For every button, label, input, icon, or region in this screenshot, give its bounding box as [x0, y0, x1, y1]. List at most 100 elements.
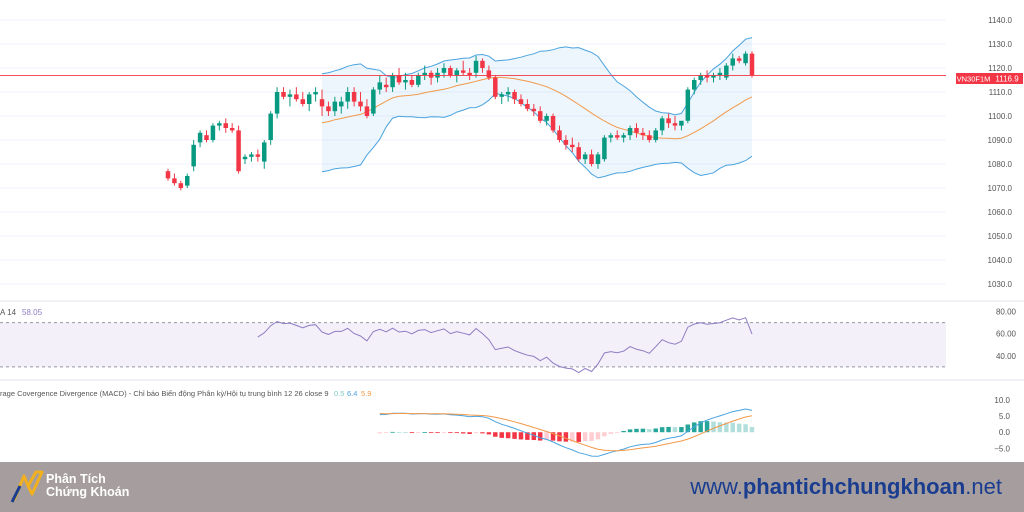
macd-bar — [512, 432, 517, 439]
candle-body — [743, 53, 748, 64]
macd-bar — [428, 432, 434, 434]
macd-bar — [518, 432, 524, 440]
candle-body — [294, 94, 299, 100]
candle-body — [422, 72, 427, 76]
candle-body — [749, 53, 755, 76]
candle-body — [191, 144, 196, 167]
candle-body — [454, 70, 460, 76]
macd-bar — [640, 428, 646, 433]
website-suffix: .net — [965, 474, 1002, 499]
candle-body — [223, 123, 229, 128]
macd-bar — [480, 432, 485, 434]
rsi-value: 58.05 — [22, 308, 43, 317]
candles — [165, 51, 755, 191]
macd-bar — [614, 432, 620, 434]
candle-body — [287, 94, 293, 97]
macd-bar — [717, 422, 723, 433]
macd-value-3: 5.9 — [361, 389, 371, 398]
macd-bar — [531, 432, 537, 441]
price-tick-label: 1120.0 — [988, 64, 1012, 73]
candle-body — [242, 156, 248, 160]
macd-bar — [441, 432, 447, 434]
price-tick-label: 1110.0 — [989, 88, 1013, 97]
rsi-tick-label: 40.00 — [996, 352, 1017, 361]
candle-body — [640, 132, 646, 136]
website-link[interactable]: www.phantichchungkhoan.net — [690, 474, 1002, 500]
macd-tick-label: −5.0 — [994, 444, 1010, 453]
candle-body — [679, 120, 684, 126]
macd-bar — [647, 429, 652, 433]
macd-bar — [621, 430, 626, 433]
macd-bar — [589, 432, 594, 441]
footer-bar — [0, 462, 1024, 512]
macd-bar — [422, 432, 427, 433]
macd-label: rage Covergence Divergence (MACD) - Chỉ … — [0, 389, 329, 398]
candle-body — [383, 84, 389, 88]
price-tick-label: 1030.0 — [988, 280, 1013, 289]
logo-line-2: Chứng Khoán — [46, 485, 130, 499]
candle-body — [274, 92, 280, 114]
candle-body — [550, 116, 556, 131]
candle-body — [332, 101, 338, 112]
price-tick-label: 1090.0 — [988, 136, 1013, 145]
macd-bar — [743, 424, 748, 433]
macd-bar — [390, 431, 395, 433]
macd-bar — [724, 422, 729, 433]
candle-body — [460, 70, 466, 73]
candle-body — [326, 106, 331, 112]
candle-body — [300, 99, 306, 104]
candle-body — [659, 118, 665, 131]
price-tick-label: 1140.0 — [988, 16, 1012, 25]
candle-body — [685, 89, 691, 121]
candle-body — [730, 58, 735, 66]
macd-bar — [704, 421, 710, 433]
macd-bar — [679, 427, 684, 433]
candle-body — [563, 140, 569, 145]
candle-body — [711, 75, 716, 78]
macd-bar — [666, 426, 671, 433]
candle-body — [306, 94, 312, 104]
macd-bar — [627, 429, 633, 433]
candle-body — [493, 77, 498, 97]
candle-body — [666, 118, 671, 124]
macd-signal-line — [379, 413, 753, 452]
candle-body — [345, 92, 350, 102]
candle-body — [589, 154, 594, 164]
candle-body — [473, 60, 479, 73]
candle-body — [537, 111, 543, 121]
macd-bar — [576, 432, 581, 442]
rsi-axis: 80.00 60.00 40.00 — [996, 308, 1017, 361]
logo-line-1: Phân Tích — [46, 472, 106, 486]
macd-bar — [473, 432, 479, 434]
candle-body — [403, 80, 408, 83]
website-prefix: www. — [690, 474, 743, 499]
price-tick-label: 1080.0 — [988, 160, 1013, 169]
candle-body — [339, 101, 344, 107]
candle-body — [165, 171, 171, 179]
macd-bar — [486, 432, 492, 435]
candle-body — [647, 135, 652, 140]
candle-body — [608, 135, 614, 138]
candle-body — [595, 154, 601, 164]
candle-body — [204, 135, 209, 140]
macd-tick-label: 10.0 — [994, 396, 1010, 405]
candle-body — [505, 92, 511, 95]
macd-bar — [460, 432, 466, 434]
macd-bar — [570, 432, 575, 442]
candle-body — [531, 108, 537, 112]
chart-canvas[interactable]: 1140.0 1130.0 1120.0 1110.0 1100.0 1090.0 1080… — [0, 0, 1024, 462]
macd-bar — [698, 421, 703, 433]
price-tick-label: 1130.0 — [988, 40, 1012, 49]
website-brand: phantichchungkhoan — [742, 474, 966, 499]
macd-bar — [595, 432, 601, 440]
macd-bar — [653, 428, 658, 433]
bollinger-middle-line — [321, 76, 753, 140]
candle-body — [364, 106, 370, 116]
macd-bar — [685, 424, 691, 433]
candle-body — [390, 75, 395, 88]
bollinger-lower-line — [321, 92, 753, 179]
candle-body — [480, 60, 485, 68]
candle-body — [371, 89, 376, 114]
candle-body — [448, 68, 453, 76]
candle-body — [467, 72, 472, 76]
